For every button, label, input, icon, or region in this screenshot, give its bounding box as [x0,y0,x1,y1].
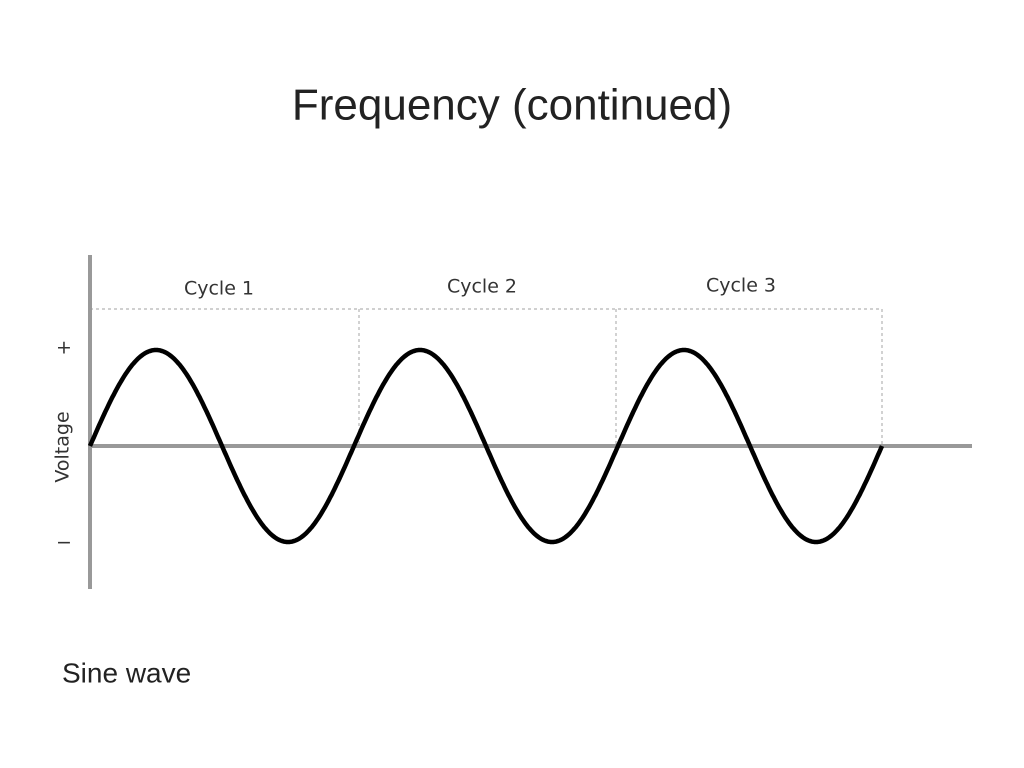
sine-wave [87,347,885,545]
cycle-label: Cycle 1 [184,278,254,300]
cycle-label: Cycle 2 [447,276,517,298]
minus-sign: − [56,532,72,554]
plus-sign: + [56,337,72,359]
cycle-label: Cycle 3 [706,275,776,297]
slide-title: Frequency (continued) [292,81,732,130]
caption: Sine wave [62,657,191,688]
cycle-guides [90,308,883,446]
y-axis-label: Voltage [52,411,74,482]
